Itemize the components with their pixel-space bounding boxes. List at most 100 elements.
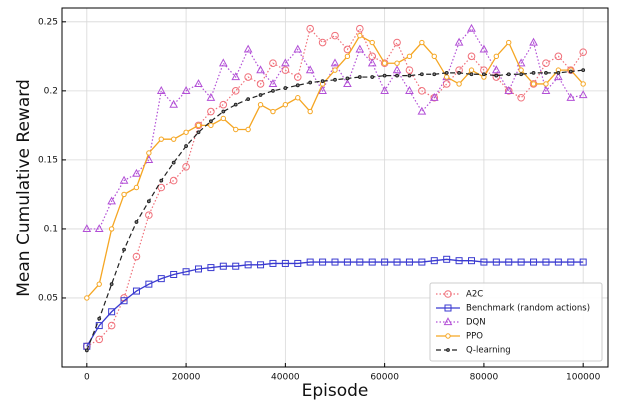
marker: [120, 297, 128, 305]
marker: [97, 316, 102, 321]
marker: [405, 86, 414, 94]
marker: [209, 119, 213, 124]
x-tick-label: 60000: [370, 373, 399, 383]
marker: [221, 109, 226, 114]
marker: [518, 67, 524, 73]
marker: [281, 66, 290, 74]
marker: [269, 259, 277, 267]
marker: [145, 280, 153, 288]
marker: [393, 38, 401, 47]
marker: [107, 196, 116, 205]
marker: [256, 80, 265, 88]
marker: [157, 275, 165, 283]
marker: [357, 75, 362, 79]
marker: [159, 178, 164, 183]
marker: [480, 258, 488, 266]
marker: [268, 79, 278, 88]
marker: [306, 258, 314, 266]
marker: [544, 70, 548, 75]
marker: [370, 75, 375, 79]
marker: [84, 295, 90, 301]
marker: [543, 81, 549, 87]
marker: [482, 72, 486, 77]
y-axis-label: Mean Cumulative Reward: [14, 79, 34, 296]
series-line: [86, 258, 584, 347]
marker: [170, 270, 178, 278]
marker: [269, 59, 277, 68]
marker: [196, 130, 201, 135]
marker: [258, 93, 263, 97]
marker: [332, 67, 338, 73]
marker: [95, 335, 104, 344]
marker: [369, 39, 375, 46]
marker: [132, 168, 141, 177]
marker: [405, 258, 413, 266]
marker: [529, 37, 538, 46]
marker: [244, 73, 252, 81]
marker: [233, 126, 239, 133]
marker: [134, 220, 139, 224]
marker: [505, 258, 513, 266]
marker: [108, 226, 115, 232]
x-tick-label: 100000: [566, 373, 601, 383]
marker: [381, 258, 389, 266]
marker: [454, 37, 464, 46]
marker: [530, 258, 538, 266]
marker: [246, 97, 251, 102]
legend-label: Benchmark (random actions): [466, 304, 590, 314]
marker: [318, 86, 327, 94]
marker: [368, 258, 376, 266]
marker: [566, 92, 576, 101]
legend-label: Q-learning: [466, 346, 511, 356]
marker: [145, 211, 153, 219]
marker: [133, 184, 140, 191]
series-line: [86, 27, 584, 347]
legend-marker: [444, 290, 452, 298]
marker: [443, 74, 450, 80]
marker: [281, 58, 290, 67]
marker: [82, 224, 92, 233]
marker: [394, 60, 400, 66]
marker: [330, 58, 340, 67]
marker: [84, 348, 89, 353]
marker: [554, 258, 562, 266]
marker: [345, 76, 350, 81]
marker: [419, 72, 424, 77]
marker: [182, 162, 190, 171]
marker: [493, 53, 500, 60]
marker: [181, 86, 191, 94]
marker: [208, 122, 214, 129]
marker: [506, 39, 512, 46]
marker: [554, 52, 563, 61]
marker: [579, 48, 587, 56]
marker: [183, 129, 189, 135]
marker: [194, 79, 203, 88]
marker: [318, 38, 327, 47]
marker: [344, 53, 351, 60]
legend-marker: [444, 304, 452, 312]
marker: [517, 93, 525, 102]
x-tick-label: 40000: [271, 373, 300, 383]
y-tick-label: 0.25: [38, 17, 58, 27]
marker: [257, 101, 264, 108]
marker: [356, 24, 364, 33]
legend-label: DQN: [466, 318, 486, 328]
marker: [195, 122, 202, 129]
marker: [382, 73, 387, 78]
marker: [542, 258, 550, 266]
marker: [233, 102, 238, 107]
marker: [257, 261, 265, 269]
marker: [504, 86, 514, 94]
marker: [581, 68, 586, 73]
marker: [219, 100, 228, 109]
marker: [541, 86, 551, 94]
marker: [206, 92, 216, 101]
marker: [207, 264, 215, 272]
y-tick-label: 0.15: [38, 155, 58, 165]
marker: [244, 261, 252, 269]
x-axis-label: Episode: [302, 381, 369, 401]
legend-label: A2C: [466, 290, 483, 300]
marker: [578, 90, 588, 99]
marker: [456, 81, 462, 87]
